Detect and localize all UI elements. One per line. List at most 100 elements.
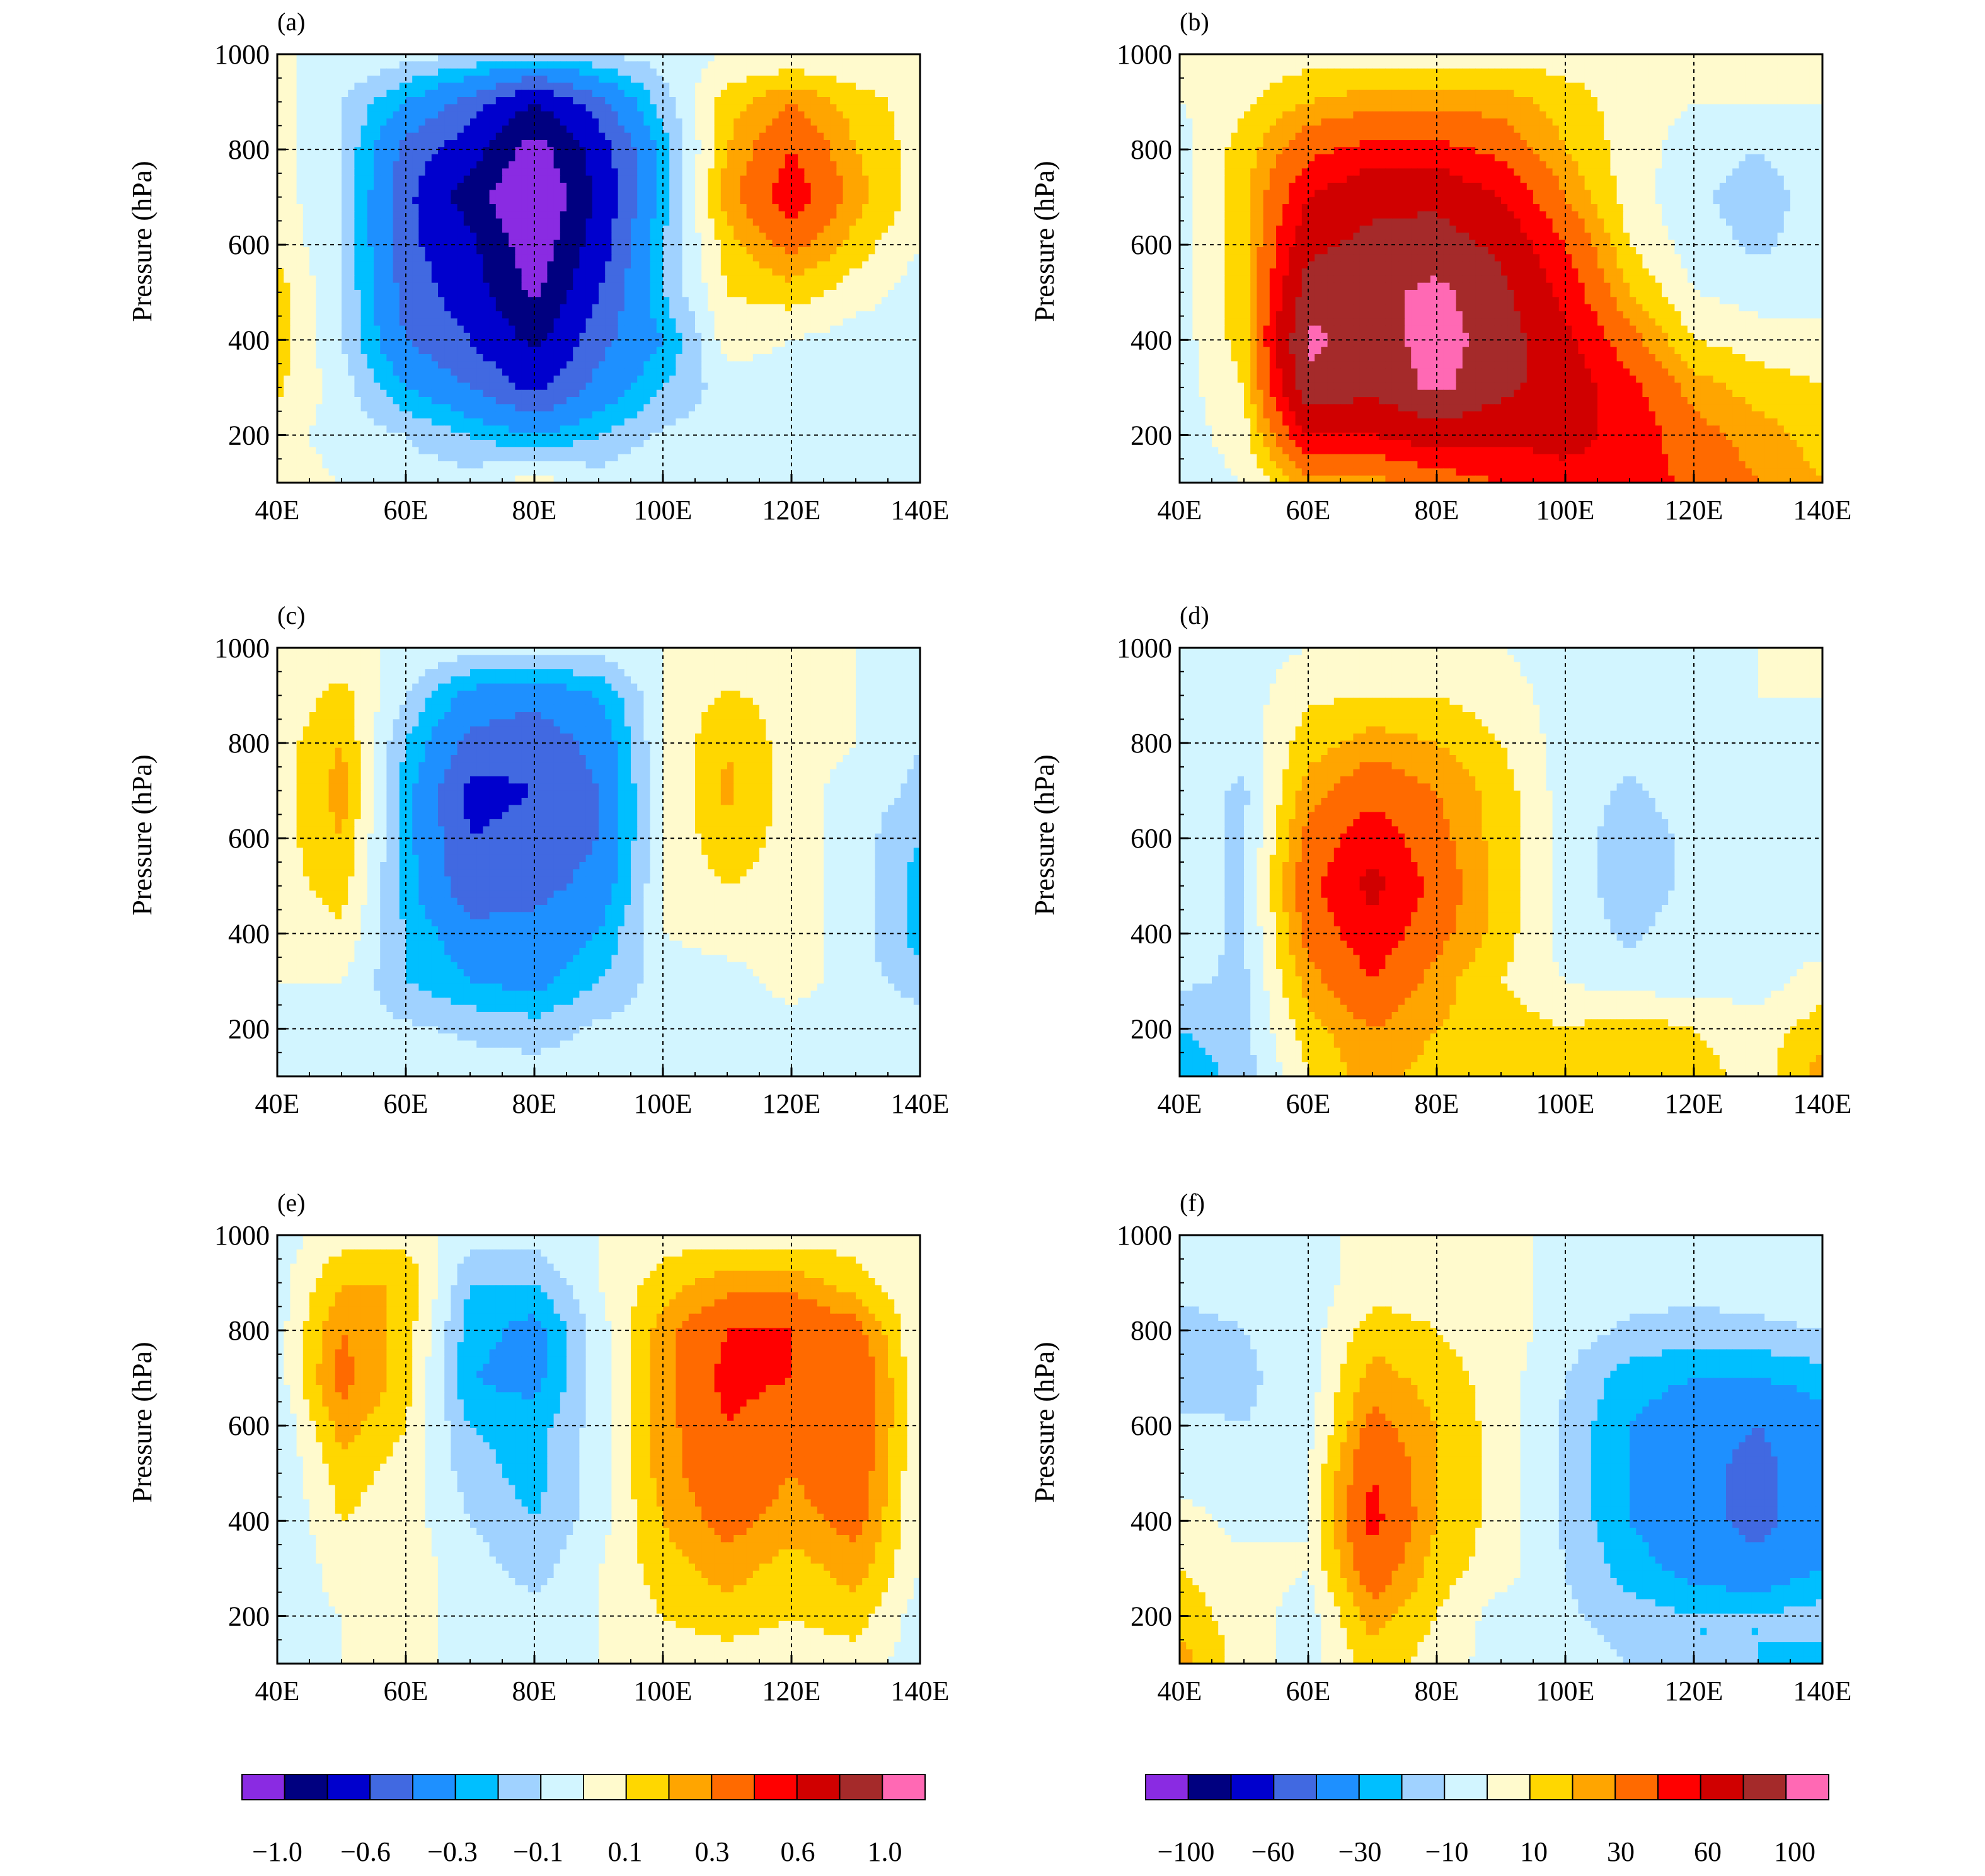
field-cell — [605, 340, 612, 348]
field-cell — [746, 183, 754, 190]
field-cell — [817, 233, 824, 241]
field-cell — [618, 161, 625, 169]
field-cell — [650, 297, 657, 305]
field-cell — [778, 304, 786, 312]
field-cell — [418, 168, 426, 176]
field-cell — [631, 147, 638, 155]
field-cell — [451, 154, 458, 162]
field-cell — [470, 397, 477, 405]
field-cell — [592, 226, 599, 233]
field-cell — [560, 154, 567, 162]
field-cell — [810, 239, 818, 248]
field-cell — [752, 183, 760, 190]
field-cell — [772, 347, 780, 355]
field-cell — [547, 261, 555, 269]
field-cell — [798, 318, 805, 326]
field-cell — [631, 254, 638, 262]
field-cell — [489, 247, 497, 255]
field-cell — [778, 76, 786, 83]
field-cell — [509, 239, 515, 248]
field-cell — [868, 132, 876, 141]
field-cell — [418, 147, 426, 155]
field-cell — [631, 290, 638, 297]
field-cell — [342, 247, 348, 255]
field-cell — [624, 239, 631, 248]
field-cell — [463, 268, 471, 276]
field-cell — [682, 154, 689, 162]
field-cell — [431, 168, 439, 176]
field-cell — [843, 261, 850, 269]
field-cell — [643, 354, 651, 362]
field-cell — [599, 118, 606, 126]
field-cell — [894, 354, 901, 362]
field-cell — [380, 340, 387, 348]
field-cell — [605, 404, 612, 412]
field-cell — [913, 97, 921, 105]
field-cell — [766, 118, 773, 126]
field-cell — [322, 275, 330, 284]
field-cell — [451, 197, 458, 205]
field-cell — [527, 76, 535, 83]
field-cell — [720, 340, 728, 348]
field-cell — [701, 376, 708, 383]
field-cell — [778, 54, 786, 62]
field-cell — [463, 368, 471, 376]
field-cell — [354, 104, 362, 112]
field-cell — [868, 161, 876, 169]
field-cell — [894, 168, 901, 176]
field-cell — [406, 111, 413, 119]
field-cell — [868, 325, 876, 333]
field-cell — [650, 368, 657, 376]
field-cell — [386, 297, 394, 305]
field-cell — [688, 297, 696, 305]
field-cell — [708, 83, 715, 91]
field-cell — [290, 325, 297, 333]
field-cell — [444, 211, 451, 219]
field-cell — [624, 297, 631, 305]
field-cell — [348, 147, 355, 155]
field-cell — [849, 190, 856, 198]
field-cell — [624, 190, 631, 198]
field-cell — [374, 354, 381, 362]
field-cell — [643, 325, 651, 333]
field-cell — [316, 282, 323, 291]
field-cell — [663, 376, 670, 383]
field-cell — [374, 389, 381, 398]
field-cell — [431, 325, 439, 333]
field-cell — [483, 154, 490, 162]
field-cell — [515, 254, 522, 262]
field-cell — [342, 54, 348, 62]
field-cell — [900, 154, 908, 162]
field-cell — [316, 275, 323, 284]
field-cell — [367, 268, 374, 276]
field-cell — [483, 361, 490, 369]
field-cell — [682, 54, 689, 62]
field-cell — [836, 275, 844, 284]
field-cell — [322, 140, 330, 147]
field-cell — [380, 218, 387, 226]
field-cell — [309, 354, 316, 362]
field-cell — [335, 340, 342, 348]
field-cell — [650, 97, 657, 105]
field-cell — [277, 340, 284, 348]
field-cell — [585, 304, 593, 312]
field-cell — [495, 247, 503, 255]
field-cell — [284, 397, 291, 405]
field-cell — [714, 340, 722, 348]
field-cell — [425, 368, 432, 376]
field-cell — [290, 247, 297, 255]
field-cell — [605, 254, 612, 262]
field-cell — [592, 247, 599, 255]
field-cell — [778, 318, 786, 326]
field-cell — [881, 68, 889, 76]
field-cell — [862, 118, 869, 126]
field-cell — [676, 61, 683, 69]
field-cell — [669, 275, 676, 284]
field-cell — [599, 140, 606, 147]
field-cell — [836, 290, 844, 297]
field-cell — [778, 104, 786, 112]
field-cell — [746, 290, 754, 297]
field-cell — [406, 61, 413, 69]
field-cell — [688, 118, 696, 126]
